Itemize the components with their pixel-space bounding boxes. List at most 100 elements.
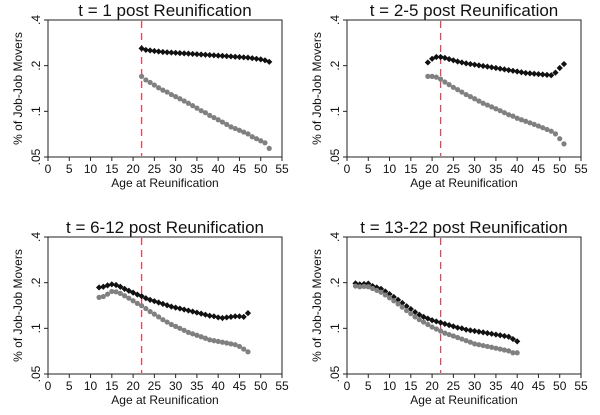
data-point-diamond [104, 282, 111, 289]
data-point-diamond [454, 324, 461, 331]
data-point-circle [164, 89, 170, 95]
data-point-circle [232, 125, 238, 132]
data-point-diamond [172, 49, 179, 56]
data-point-circle [489, 344, 495, 350]
data-point-diamond [117, 283, 124, 290]
data-point-diamond [514, 68, 521, 75]
data-point-diamond [181, 306, 188, 313]
data-point-diamond [185, 307, 192, 314]
x-tick-label: 20 [425, 379, 439, 393]
y-axis-label: % of Job-Job Movers [11, 249, 25, 362]
data-point-diamond [539, 71, 546, 78]
data-point-diamond [437, 53, 444, 61]
y-tick-label: .2 [328, 277, 342, 287]
data-point-circle [374, 287, 380, 293]
data-point-circle [433, 326, 439, 332]
data-point-diamond [407, 305, 414, 313]
data-point-diamond [176, 305, 183, 312]
data-point-circle [121, 293, 128, 299]
data-point-circle [194, 332, 200, 338]
data-point-circle [420, 319, 427, 325]
panel-title: t = 13-22 post Reunification [360, 218, 567, 237]
data-point-diamond [108, 281, 115, 288]
data-point-circle [442, 330, 448, 336]
x-tick-label: 30 [468, 379, 482, 393]
data-point-circle [361, 283, 367, 289]
data-point-diamond [244, 310, 252, 317]
x-axis-label: Age at Reunification [111, 176, 218, 190]
data-point-diamond [185, 50, 192, 57]
data-point-diamond [433, 53, 440, 61]
y-tick-label: .1 [328, 323, 342, 333]
data-point-circle [224, 340, 230, 346]
data-point-circle [173, 94, 179, 100]
x-tick-label: 45 [532, 162, 546, 176]
data-point-diamond [202, 51, 209, 58]
y-tick-label: .2 [29, 277, 43, 287]
data-point-circle [429, 73, 435, 79]
data-point-diamond [168, 303, 175, 310]
data-point-diamond [428, 55, 436, 62]
data-point-circle [557, 136, 563, 142]
data-point-circle [139, 73, 145, 79]
data-point-diamond [548, 72, 555, 79]
chart-panel-4: t = 13-22 post Reunification 0 5 10 15 20 25 30… [310, 218, 588, 407]
data-point-circle [365, 284, 371, 290]
data-point-circle [476, 342, 482, 348]
data-point-diamond [552, 69, 559, 76]
data-point-diamond [223, 314, 230, 321]
data-point-diamond [202, 311, 209, 318]
data-point-diamond [505, 333, 512, 340]
data-point-diamond [509, 67, 517, 74]
y-axis-label: % of Job-Job Movers [11, 32, 25, 145]
data-point-circle [425, 321, 431, 328]
x-tick-label: 50 [254, 379, 268, 393]
data-point-circle [446, 82, 452, 88]
data-point-circle [480, 100, 486, 106]
data-point-diamond [505, 66, 512, 74]
x-tick-label: 40 [511, 162, 525, 176]
data-point-diamond [497, 332, 504, 339]
data-point-diamond [420, 313, 427, 320]
y-tick-label: .4 [29, 232, 43, 242]
data-point-diamond [249, 55, 256, 62]
data-point-diamond [176, 50, 183, 57]
data-point-diamond [206, 51, 213, 59]
data-point-diamond [467, 327, 474, 334]
data-point-circle [219, 339, 226, 345]
data-point-diamond [240, 54, 247, 61]
x-tick-label: 55 [275, 162, 289, 176]
data-point-diamond [365, 280, 372, 287]
data-point-diamond [151, 298, 158, 305]
data-point-circle [202, 335, 209, 341]
data-point-diamond [147, 47, 154, 54]
data-point-circle [561, 141, 567, 147]
data-point-circle [472, 341, 478, 347]
data-point-diamond [138, 293, 145, 300]
y-tick-label: .05 [29, 148, 43, 165]
data-point-circle [202, 110, 209, 116]
data-point-circle [262, 140, 268, 146]
x-tick-label: 30 [169, 162, 183, 176]
x-tick-label: 35 [190, 379, 204, 393]
data-point-diamond [215, 314, 222, 321]
data-point-circle [455, 334, 461, 341]
data-point-circle [185, 329, 191, 336]
x-tick-label: 55 [275, 379, 289, 393]
data-point-circle [232, 342, 238, 348]
data-point-circle [253, 136, 260, 142]
x-tick-label: 50 [553, 379, 567, 393]
data-point-diamond [266, 58, 273, 65]
data-point-circle [514, 350, 520, 356]
data-point-diamond [227, 53, 235, 60]
data-point-circle [412, 314, 418, 320]
data-point-circle [501, 110, 508, 116]
data-point-diamond [236, 313, 243, 320]
data-point-circle [506, 348, 512, 354]
data-point-circle [113, 289, 119, 295]
data-point-circle [190, 331, 196, 337]
x-tick-label: 35 [190, 162, 204, 176]
data-point-circle [438, 76, 444, 82]
